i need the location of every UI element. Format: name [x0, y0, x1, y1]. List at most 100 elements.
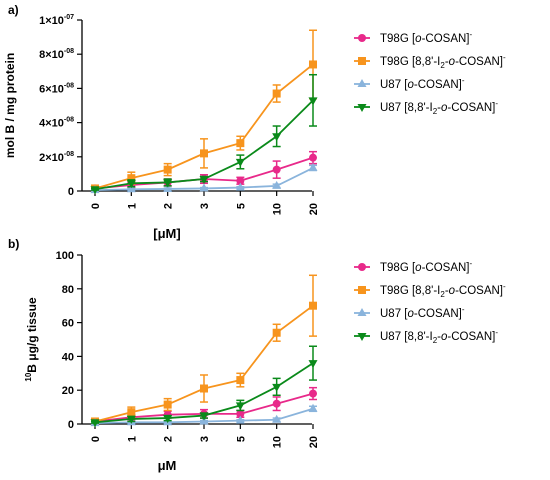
- data-point: [309, 60, 317, 69]
- legend-marker: [357, 333, 367, 341]
- data-point: [272, 165, 281, 174]
- data-point: [236, 176, 245, 185]
- legend-label: T98G [o-COSAN]-: [380, 259, 472, 274]
- x-tick-label: 3: [199, 436, 211, 442]
- data-point: [236, 409, 245, 418]
- data-point: [272, 89, 281, 98]
- y-tick-label: 2×10-08: [39, 151, 74, 164]
- data-point: [272, 383, 282, 392]
- data-point: [272, 399, 281, 408]
- legend-entry: T98G [8,8'-I2-o-COSAN]-: [354, 53, 506, 70]
- x-tick-label: 1: [126, 203, 138, 209]
- x-tick-label: 0: [90, 203, 102, 209]
- data-point: [199, 176, 209, 185]
- legend-marker: [357, 79, 367, 87]
- legend-marker: [358, 57, 366, 65]
- data-point: [126, 415, 136, 424]
- x-tick-label: 5: [235, 203, 247, 209]
- series-1: [91, 274, 317, 426]
- data-point: [163, 183, 173, 192]
- legend-marker: [358, 34, 366, 42]
- data-point: [235, 158, 245, 167]
- legend-label: T98G [o-COSAN]-: [380, 30, 472, 45]
- data-point: [126, 180, 136, 189]
- data-point: [308, 403, 318, 412]
- y-tick-label: 40: [62, 351, 74, 363]
- data-point: [236, 376, 245, 385]
- data-point: [127, 174, 136, 183]
- data-point: [309, 389, 317, 398]
- y-tick-label: 60: [62, 318, 74, 330]
- data-point: [308, 360, 318, 369]
- data-point: [163, 165, 172, 174]
- legend-entry: U87 [8,8'-I2-o-COSAN]-: [354, 328, 498, 345]
- y-axis-label: mol B / mg protein: [3, 53, 17, 158]
- legend-entry: U87 [o-COSAN]-: [354, 305, 465, 320]
- x-axis-label: [μM]: [153, 226, 180, 241]
- legend-marker: [357, 308, 367, 316]
- y-axis-label: 10B μg/g tissue: [24, 297, 39, 382]
- data-point: [90, 186, 100, 195]
- panel-b: b) 0 20 40 60 80 100 0 1 2 3 5 10 20 μM 10B μg/g tissue…: [8, 237, 506, 473]
- panel-label: b): [8, 237, 19, 251]
- y-tick-label: 1×10-07: [39, 14, 74, 27]
- legend-entry: T98G [o-COSAN]-: [354, 259, 472, 274]
- legend-label: U87 [o-COSAN]-: [380, 305, 465, 320]
- data-point: [236, 139, 245, 148]
- legend-entry: U87 [o-COSAN]-: [354, 76, 465, 91]
- data-point: [200, 384, 208, 393]
- y-tick-label: 0: [68, 186, 74, 198]
- x-tick-label: 10: [272, 203, 284, 215]
- data-point: [272, 328, 281, 337]
- legend-label: T98G [8,8'-I2-o-COSAN]-: [380, 53, 506, 70]
- data-point: [309, 301, 317, 310]
- panel-a: a) 0 2×10-08 4×10-08 6×10-08 8×10-08 1×10-07 0 1…: [3, 3, 506, 241]
- data-point: [235, 182, 245, 191]
- x-tick-label: 2: [163, 436, 175, 442]
- data-point: [199, 183, 209, 192]
- legend-entry: U87 [8,8'-I2-o-COSAN]-: [354, 99, 498, 116]
- legend-label: U87 [o-COSAN]-: [380, 76, 465, 91]
- legend-label: T98G [8,8'-I2-o-COSAN]-: [380, 282, 506, 299]
- y-tick-label: 4×10-08: [39, 117, 74, 130]
- y-tick-label: 100: [56, 250, 74, 262]
- y-tick-label: 0: [68, 419, 74, 431]
- x-tick-label: 10: [272, 436, 284, 448]
- data-point: [235, 415, 245, 424]
- data-point: [272, 133, 282, 142]
- data-point: [272, 414, 282, 423]
- data-point: [200, 149, 208, 158]
- y-tick-label: 80: [62, 284, 74, 296]
- x-tick-label: 5: [235, 436, 247, 442]
- x-tick-label: 20: [308, 436, 320, 448]
- x-tick-label: 3: [199, 203, 211, 209]
- data-point: [272, 180, 282, 189]
- legend-label: U87 [8,8'-I2-o-COSAN]-: [380, 99, 498, 116]
- x-tick-label: 20: [308, 203, 320, 215]
- series-3: [90, 345, 318, 428]
- data-point: [308, 162, 318, 171]
- data-point: [163, 415, 173, 424]
- x-tick-label: 0: [90, 436, 102, 442]
- y-tick-label: 6×10-08: [39, 82, 74, 95]
- data-point: [163, 400, 172, 409]
- legend-marker: [357, 104, 367, 112]
- x-axis-label: μM: [158, 458, 177, 473]
- panel-label: a): [8, 3, 19, 17]
- x-tick-label: 1: [126, 436, 138, 442]
- legend-label: U87 [8,8'-I2-o-COSAN]-: [380, 328, 498, 345]
- data-point: [309, 153, 317, 162]
- data-point: [235, 402, 245, 411]
- data-point: [127, 408, 136, 417]
- data-point: [308, 97, 318, 106]
- data-point: [163, 179, 173, 188]
- y-tick-label: 8×10-08: [39, 48, 74, 61]
- legend-marker: [358, 263, 366, 271]
- y-tick-label: 20: [62, 385, 74, 397]
- legend-entry: T98G [8,8'-I2-o-COSAN]-: [354, 282, 506, 299]
- legend-marker: [358, 286, 366, 294]
- legend-entry: T98G [o-COSAN]-: [354, 30, 472, 45]
- data-point: [199, 412, 209, 421]
- data-point: [90, 419, 100, 428]
